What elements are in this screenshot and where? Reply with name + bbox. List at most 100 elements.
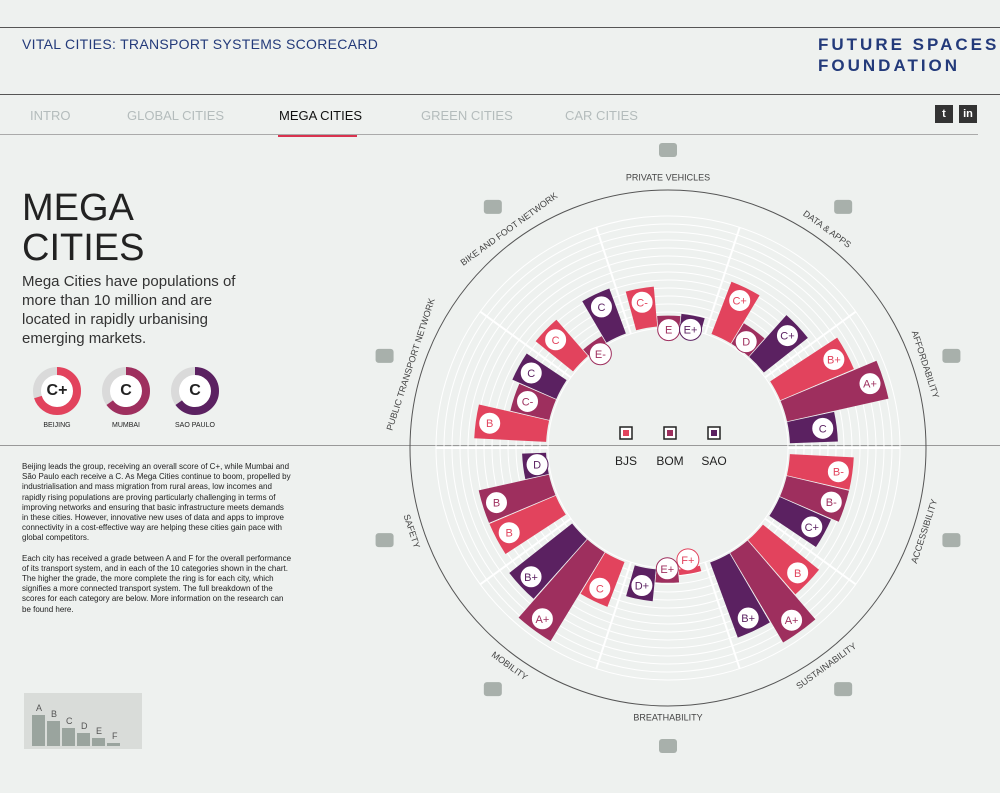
grade-badge (497, 521, 521, 545)
grid-spoke (704, 561, 741, 669)
category-label: AFFORDABILITY (910, 329, 941, 399)
grade-badge (775, 324, 799, 348)
grade-badge (780, 608, 804, 632)
grade-badge (589, 295, 613, 319)
grade-label: B (794, 568, 801, 580)
donut-city: SAO PAULO (175, 422, 215, 429)
scale-bar-b (47, 721, 60, 746)
legend-label-sao: SAO (701, 454, 726, 468)
donut-arc (171, 367, 219, 415)
legend-label-bjs: BJS (615, 454, 637, 468)
overall-donut-mumbai: C MUMBAI (101, 366, 151, 429)
brand-line-1: FUTURE SPACES (818, 35, 1000, 54)
nav-top-rule (0, 94, 1000, 95)
donut-grade: C+ (46, 382, 68, 399)
grade-scale-thumbnail[interactable]: A B C D E F (24, 693, 142, 749)
grid-spoke (704, 227, 741, 335)
donut-ring (102, 367, 150, 415)
grade-label: C (552, 335, 560, 347)
grade-badge (516, 389, 540, 413)
icon-shape (659, 739, 677, 753)
tab-mega-cities[interactable]: MEGA CITIES (279, 108, 363, 123)
grade-badge (530, 607, 554, 631)
wind-turbine-icon (834, 682, 853, 697)
grade-label: B (486, 418, 493, 430)
grade-label: C (819, 423, 827, 435)
grade-label: C- (636, 297, 648, 309)
legend-label-bom: BOM (656, 454, 683, 468)
category-label: PRIVATE VEHICLES (626, 172, 710, 182)
nav-bottom-rule (0, 134, 978, 135)
grade-label: E (665, 325, 672, 337)
icon-shape (375, 533, 394, 548)
chart-grid (409, 189, 927, 707)
grade-badge (519, 565, 543, 589)
grade-label: C (527, 368, 535, 380)
monitor-icon (834, 199, 853, 214)
grade-label: D (742, 337, 750, 349)
category-label: MOBILITY (490, 650, 530, 683)
tab-global-cities[interactable]: GLOBAL CITIES (127, 108, 225, 123)
category-label: SAFETY (402, 513, 422, 549)
twitter-icon[interactable]: t (935, 105, 953, 123)
icon-shape (942, 348, 961, 363)
chart-bars: C- E E+ C+ D C+ B+ A+ C B- B- C+ B A+ B+ F+ E+ D+ C A+ B+ B B D… (474, 281, 889, 643)
icon-shape (659, 143, 677, 157)
grade-label: B- (833, 467, 844, 479)
grade-badge (800, 515, 824, 539)
intro-text: Mega Cities have populations of more tha… (22, 273, 236, 347)
category-label: PUBLIC TRANSPORT NETWORK (384, 297, 436, 432)
tab-car-cities[interactable]: CAR CITIES (565, 108, 638, 123)
grade-badge (484, 491, 508, 515)
grade-label: B (506, 528, 513, 540)
icon-shape (375, 348, 394, 363)
grade-badge (588, 342, 612, 366)
donut-city: MUMBAI (112, 422, 140, 429)
grade-badge (811, 416, 835, 440)
category-label: BREATHABILITY (633, 712, 702, 722)
grade-badge (826, 460, 850, 484)
donut-grade: C (189, 382, 201, 399)
grade-label: C- (522, 396, 534, 408)
grid-spoke (595, 227, 632, 335)
grade-label: B (493, 498, 500, 510)
app-title: VITAL CITIES: TRANSPORT SYSTEMS SCORECAR… (22, 36, 379, 52)
grade-label: E- (595, 349, 606, 361)
tab-intro[interactable]: INTRO (30, 108, 71, 123)
brand-logo[interactable]: FUTURE SPACES FOUNDATION (818, 34, 999, 76)
active-tab-indicator (278, 134, 357, 137)
grade-label: D (533, 460, 541, 472)
grade-badge (519, 361, 543, 385)
grade-badge (819, 490, 843, 514)
page-title-line-1: MEGA (22, 187, 134, 229)
category-label: BIKE AND FOOT NETWORK (459, 191, 560, 268)
top-rule (0, 27, 1000, 28)
scale-bar-f (107, 743, 120, 746)
body-text: Beijing leads the group, receiving an ov… (22, 462, 292, 625)
scale-label-e: E (96, 726, 103, 736)
grade-label: C (596, 583, 604, 595)
factory-icon (659, 739, 677, 753)
grade-badge (786, 561, 810, 585)
linkedin-icon[interactable]: in (959, 105, 977, 123)
donut-arc (33, 367, 81, 415)
category-label: ACCESSIBILITY (909, 498, 939, 565)
body-paragraph-2: Each city has received a grade between A… (22, 553, 292, 614)
body-paragraph-1: Beijing leads the group, receiving an ov… (22, 462, 291, 543)
legend-swatch-fill (711, 430, 717, 436)
donut-arc (102, 367, 150, 415)
grade-badge (679, 317, 703, 341)
cyclist-icon (483, 199, 502, 214)
grade-label: E+ (660, 564, 674, 576)
brand-line-2: FOUNDATION (818, 56, 961, 75)
overall-donut-sao-paulo: C SAO PAULO (170, 366, 220, 429)
bus-icon (375, 348, 394, 363)
chart-category-icons (375, 143, 961, 753)
donut-ring (33, 367, 81, 415)
grade-label: B- (826, 497, 837, 509)
grid-spoke (764, 310, 857, 379)
grade-badge (822, 348, 846, 372)
scale-label-f: F (112, 731, 118, 741)
tab-green-cities[interactable]: GREEN CITIES (421, 108, 513, 123)
